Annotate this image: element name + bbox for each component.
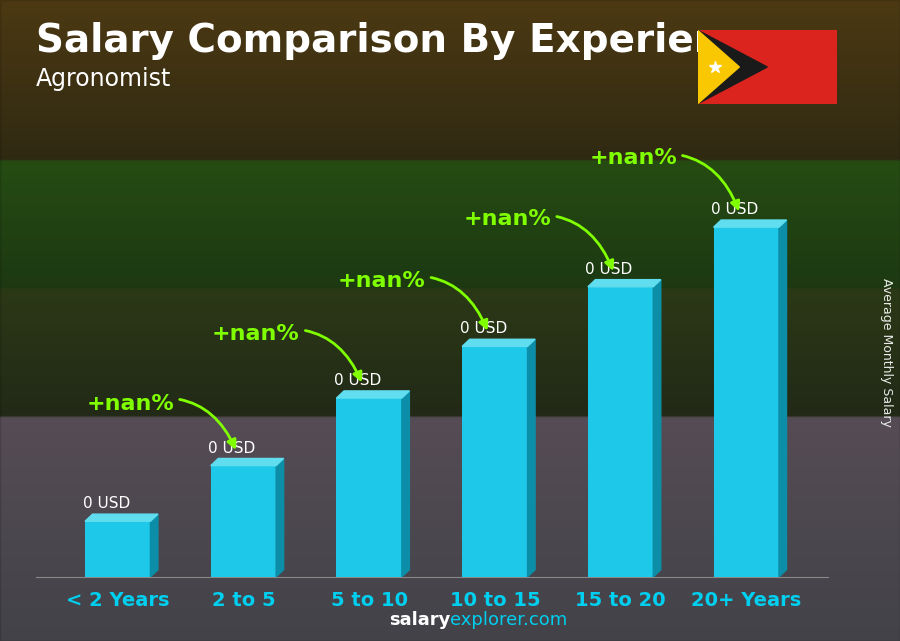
Polygon shape (588, 279, 661, 287)
Polygon shape (714, 220, 787, 227)
Polygon shape (401, 391, 410, 577)
Text: +nan%: +nan% (338, 271, 487, 328)
Bar (337, 398, 401, 577)
Text: +nan%: +nan% (590, 147, 739, 208)
Bar (463, 346, 527, 577)
Text: salary: salary (389, 612, 450, 629)
Text: Salary Comparison By Experience: Salary Comparison By Experience (36, 22, 770, 60)
Bar (211, 465, 276, 577)
Text: 0 USD: 0 USD (460, 321, 507, 337)
Text: +nan%: +nan% (212, 324, 361, 379)
Polygon shape (779, 220, 787, 577)
Text: Average Monthly Salary: Average Monthly Salary (880, 278, 893, 427)
Text: 0 USD: 0 USD (585, 262, 633, 277)
Text: Agronomist: Agronomist (36, 67, 171, 91)
Text: 0 USD: 0 USD (711, 202, 759, 217)
Polygon shape (211, 458, 284, 465)
Polygon shape (698, 30, 767, 104)
Text: 0 USD: 0 USD (208, 440, 256, 456)
Polygon shape (337, 391, 410, 398)
Polygon shape (150, 514, 158, 577)
Text: +nan%: +nan% (464, 209, 613, 268)
Text: explorer.com: explorer.com (450, 612, 567, 629)
Polygon shape (276, 458, 284, 577)
Bar (85, 521, 150, 577)
Polygon shape (698, 30, 740, 104)
Polygon shape (527, 339, 536, 577)
Text: 0 USD: 0 USD (334, 373, 382, 388)
Text: 0 USD: 0 USD (83, 496, 130, 512)
Polygon shape (85, 514, 158, 521)
Polygon shape (463, 339, 536, 346)
Polygon shape (653, 279, 661, 577)
Bar (714, 227, 779, 577)
Bar (588, 287, 653, 577)
Text: +nan%: +nan% (86, 394, 235, 447)
